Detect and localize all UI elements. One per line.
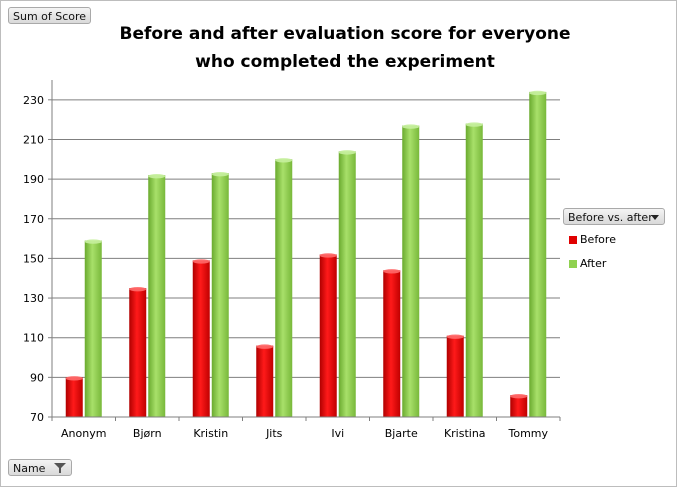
legend-entry-after: After [569, 257, 606, 271]
bar-before-5 [383, 270, 401, 417]
bar-cap [383, 269, 401, 274]
x-tick-label: Anonym [61, 427, 106, 440]
y-tick-label: 90 [30, 371, 44, 384]
y-tick-label: 210 [23, 133, 44, 146]
x-tick-label: Ivi [331, 427, 344, 440]
bar-after-2 [211, 173, 229, 417]
bar-cap [65, 376, 83, 381]
bar-cap [211, 171, 229, 177]
name-field-filter-button[interactable]: Name [8, 459, 72, 476]
before-vs-after-legend-filter[interactable]: Before vs. after [563, 208, 665, 225]
bar-cap [338, 150, 356, 155]
y-tick-label: 190 [23, 173, 44, 186]
bar-cap [319, 253, 337, 258]
bar-after-0 [84, 240, 102, 417]
chart-title-line-2: who completed the experiment [195, 52, 495, 72]
bar-cap [192, 259, 210, 264]
bar-before-7 [510, 395, 528, 417]
x-tick-label: Jits [265, 427, 283, 440]
bar-after-7 [529, 91, 547, 418]
bar-cap [256, 344, 274, 349]
chart-title-line-1: Before and after evaluation score for ev… [119, 24, 571, 44]
bar-before-6 [446, 335, 464, 417]
name-field-label: Name [13, 462, 46, 475]
x-tick-label: Bjarte [385, 427, 418, 440]
bar-before-0 [65, 377, 83, 417]
bar-after-4 [338, 151, 356, 418]
bar-cap [129, 286, 147, 292]
x-tick-label: Kristina [444, 427, 486, 440]
legend-filter-label: Before vs. after [568, 211, 653, 224]
bar-before-4 [319, 254, 337, 417]
legend-label-after: After [580, 257, 607, 270]
y-tick-label: 110 [23, 332, 44, 345]
chevron-down-icon [651, 215, 659, 220]
legend-swatch-after [569, 260, 577, 268]
chart-title: Before and after evaluation score for ev… [90, 20, 600, 76]
y-tick-label: 150 [23, 252, 44, 265]
bar-before-1 [129, 288, 147, 417]
x-tick-label: Kristin [193, 427, 228, 440]
y-tick-label: 70 [30, 411, 44, 424]
bar-after-3 [275, 159, 293, 417]
bar-before-2 [192, 260, 210, 417]
bar-cap [148, 173, 166, 179]
bar-cap [275, 158, 293, 163]
bar-after-6 [465, 123, 483, 418]
legend-label-before: Before [580, 233, 616, 246]
y-tick-label: 230 [23, 94, 44, 107]
legend-swatch-before [569, 236, 577, 244]
bar-cap [529, 90, 547, 96]
bar-cap [446, 334, 464, 339]
bar-after-1 [148, 175, 166, 417]
bar-cap [510, 393, 528, 399]
bar-before-3 [256, 345, 274, 417]
sum-of-score-field-button[interactable]: Sum of Score [8, 7, 92, 24]
bar-cap [465, 122, 483, 127]
y-tick-label: 130 [23, 292, 44, 305]
bar-cap [402, 124, 420, 129]
bar-after-5 [402, 125, 420, 417]
legend-entry-before: Before [569, 233, 616, 247]
filter-icon [54, 463, 66, 473]
bar-cap [84, 239, 102, 244]
x-tick-label: Bjørn [133, 427, 162, 440]
y-tick-label: 170 [23, 213, 44, 226]
x-tick-label: Tommy [507, 427, 548, 440]
